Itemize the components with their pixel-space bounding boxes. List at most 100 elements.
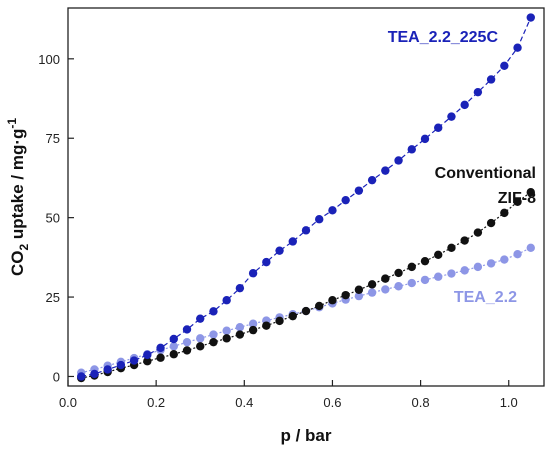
data-point [394, 282, 403, 291]
y-axis-title: CO2 uptake / mg·g-1 [5, 118, 31, 276]
data-point [222, 334, 231, 343]
y-tick-label: 100 [38, 52, 60, 67]
data-point [222, 296, 231, 305]
series-label: Conventional ZIF-8 [435, 165, 536, 207]
data-point [460, 100, 469, 110]
data-point [182, 346, 192, 355]
data-point [394, 268, 403, 278]
data-point [182, 325, 192, 334]
data-point [235, 330, 245, 339]
data-point [354, 285, 364, 294]
data-point [288, 237, 297, 246]
data-point [434, 250, 443, 260]
data-point [460, 236, 469, 245]
data-point [248, 319, 258, 328]
x-tick-label: 0.8 [412, 395, 430, 410]
data-point [196, 314, 205, 323]
x-tick-label: 0.0 [59, 395, 77, 410]
data-point [262, 257, 271, 267]
data-point [275, 316, 284, 326]
y-tick-label: 75 [46, 131, 60, 146]
series-labels: TEA_2.2_225C Conventional ZIF-8 TEA_2.2 [388, 29, 536, 306]
data-point [129, 356, 139, 365]
data-point [486, 259, 496, 268]
data-point [328, 206, 337, 215]
data-point [381, 166, 390, 175]
data-point [248, 269, 258, 278]
data-series [77, 13, 535, 383]
data-point [420, 275, 430, 285]
data-point [526, 188, 535, 197]
data-point [526, 243, 535, 253]
data-point [394, 156, 403, 165]
data-point [275, 246, 284, 255]
data-point [407, 278, 416, 288]
data-point [381, 274, 390, 283]
data-point [486, 218, 496, 228]
data-point [407, 145, 416, 154]
data-point [447, 243, 456, 253]
data-point [381, 285, 390, 294]
x-axis-title: p / bar [280, 426, 331, 445]
y-tick-label: 25 [46, 290, 60, 305]
x-tick-label: 0.2 [147, 395, 165, 410]
data-point [473, 228, 483, 237]
series-0 [77, 13, 535, 381]
data-point [156, 343, 165, 353]
data-point [513, 197, 522, 206]
data-point [301, 226, 311, 235]
data-point [116, 360, 126, 370]
data-point [248, 325, 258, 335]
y-tick-label: 50 [46, 211, 60, 226]
series-label: TEA_2.2 [454, 289, 517, 306]
data-point [315, 215, 324, 224]
data-point [341, 195, 350, 205]
plot-frame [67, 7, 545, 387]
data-point [447, 112, 456, 121]
data-point [526, 13, 535, 22]
data-point [182, 337, 192, 347]
data-point [328, 296, 337, 305]
data-point [460, 266, 469, 275]
data-point [367, 175, 377, 185]
data-point [473, 87, 483, 97]
data-point [420, 134, 430, 144]
data-point [500, 208, 509, 218]
data-point [169, 334, 178, 344]
data-point [143, 350, 152, 360]
data-point [341, 290, 350, 300]
data-point [209, 330, 218, 339]
data-point [196, 334, 205, 343]
data-point [407, 262, 416, 272]
y-tick-label: 0 [53, 369, 60, 384]
data-point [420, 256, 430, 266]
data-point [473, 262, 483, 272]
data-point [500, 61, 509, 71]
data-point [90, 369, 99, 379]
data-point [156, 353, 165, 362]
data-point [77, 372, 86, 381]
series-line [81, 191, 532, 379]
data-point [367, 280, 377, 289]
data-point [500, 255, 509, 264]
data-point [367, 288, 377, 297]
data-point [434, 123, 443, 132]
data-point [434, 272, 443, 281]
data-point [209, 307, 218, 316]
data-point [447, 269, 456, 278]
data-point [103, 365, 112, 374]
x-tick-label: 1.0 [500, 395, 518, 410]
data-point [513, 43, 522, 52]
data-point [301, 306, 311, 316]
axis-ticks: 0.0 0.2 0.4 0.6 0.8 1.0 0 25 50 75 100 [38, 52, 517, 410]
data-point [513, 249, 522, 259]
x-tick-label: 0.6 [323, 395, 341, 410]
data-point [354, 186, 364, 195]
data-point [169, 350, 178, 359]
data-point [222, 326, 231, 335]
series-label: TEA_2.2_225C [388, 29, 499, 46]
data-point [235, 283, 245, 293]
data-point [143, 357, 152, 366]
data-point [209, 337, 218, 347]
